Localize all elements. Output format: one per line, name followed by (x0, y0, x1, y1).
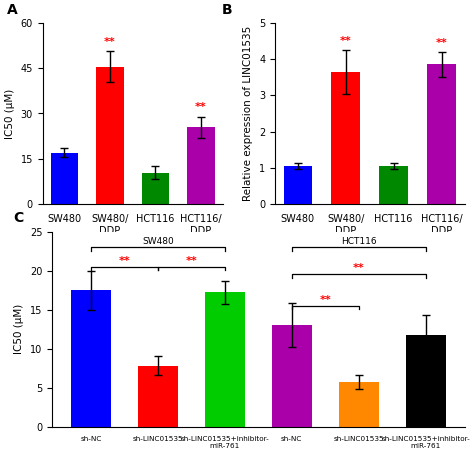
Bar (283, 166, 312, 204)
Bar (427, 64, 456, 204)
Y-axis label: IC50 (μM): IC50 (μM) (14, 304, 24, 354)
Bar (205, 292, 245, 427)
Bar (338, 382, 379, 427)
Bar (71, 290, 111, 427)
Y-axis label: IC50 (μM): IC50 (μM) (5, 89, 15, 138)
Bar (51, 153, 78, 204)
Bar (187, 127, 215, 204)
Text: **: ** (104, 37, 116, 47)
Text: A: A (7, 3, 18, 17)
Text: **: ** (319, 295, 331, 305)
Text: **: ** (353, 263, 365, 273)
Bar (96, 67, 124, 204)
Bar (138, 366, 178, 427)
Bar (142, 173, 169, 204)
Text: SW480: SW480 (142, 237, 174, 247)
Text: C: C (13, 211, 23, 225)
Bar (379, 166, 408, 204)
Text: **: ** (340, 36, 352, 46)
Bar (272, 325, 312, 427)
Text: B: B (222, 3, 232, 17)
Text: **: ** (436, 38, 447, 48)
Bar (406, 335, 446, 427)
Text: **: ** (195, 102, 207, 112)
Text: **: ** (118, 256, 130, 266)
Bar (331, 72, 360, 204)
Text: HCT116: HCT116 (341, 237, 376, 247)
Y-axis label: Relative expression of LINC01535: Relative expression of LINC01535 (243, 26, 254, 201)
Text: **: ** (185, 256, 197, 266)
